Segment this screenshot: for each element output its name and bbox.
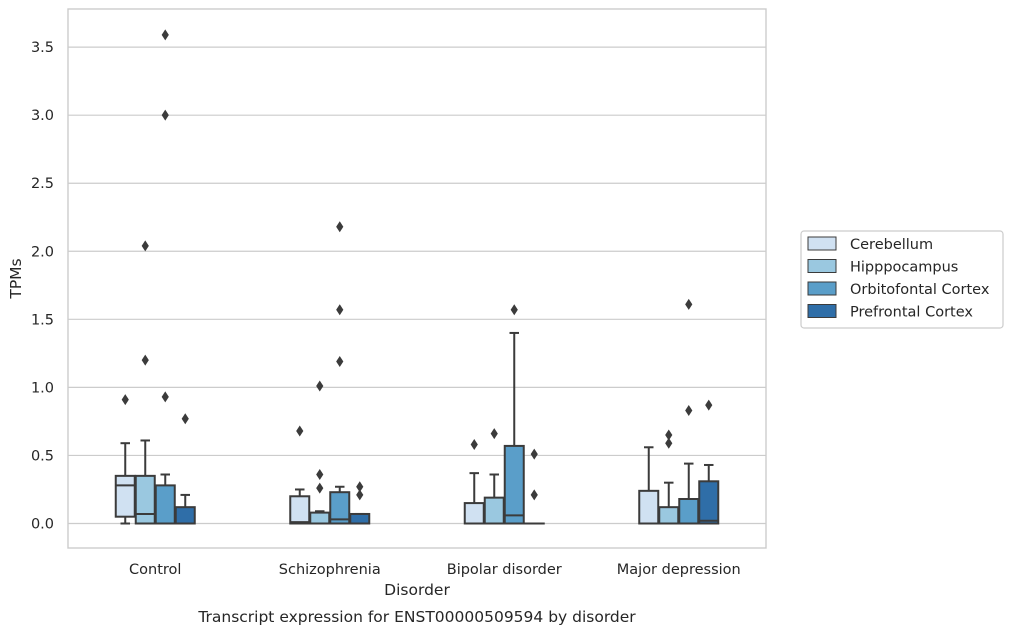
x-tick-label: Control: [129, 562, 181, 578]
outlier-point: [161, 391, 169, 403]
y-tick-label: 2.0: [31, 244, 54, 260]
outlier-point: [685, 298, 693, 310]
outlier-point: [510, 304, 518, 316]
legend-label: Prefrontal Cortex: [850, 305, 973, 321]
gridlines: [68, 46, 766, 525]
box-group: [289, 425, 311, 525]
legend-swatch: [807, 304, 837, 318]
y-tick-label: 3.0: [31, 108, 54, 124]
outlier-point: [181, 413, 189, 425]
outlier-point: [665, 437, 673, 449]
box-group: [638, 446, 660, 525]
y-tick-label: 0.0: [31, 517, 54, 533]
x-tick-label: Schizophrenia: [279, 562, 381, 578]
outlier-point: [316, 380, 324, 392]
outlier-point: [356, 481, 364, 493]
box: [483, 496, 505, 525]
box-group: [154, 29, 176, 525]
box: [329, 491, 351, 525]
box: [658, 506, 680, 525]
legend-swatch: [807, 281, 837, 296]
box-group: [463, 439, 485, 525]
outlier-point: [470, 439, 478, 451]
box-group: [483, 428, 505, 525]
legend-label: Orbitofontal Cortex: [850, 282, 990, 298]
x-tick-label: Bipolar disorder: [447, 562, 562, 578]
outlier-point: [490, 428, 498, 440]
y-tick-labels: 0.0 0.5 1.0 1.5 2.0 2.5 3.0 3.5: [31, 40, 54, 532]
legend: Cerebellum Hipppocampus Orbitofontal Corte…: [800, 230, 1004, 329]
outlier-point: [316, 482, 324, 494]
box-group: [329, 221, 351, 525]
box: [678, 498, 700, 525]
legend-label: Cerebellum: [850, 237, 933, 253]
x-tick-labels: Control Schizophrenia Bipolar disorder Majo…: [129, 562, 741, 578]
outlier-point: [161, 109, 169, 121]
y-tick-label: 2.5: [31, 176, 54, 192]
outlier-point: [161, 29, 169, 41]
legend-swatch: [807, 236, 837, 251]
box-group: [174, 413, 196, 525]
y-tick-label: 0.5: [31, 448, 54, 464]
box: [698, 480, 720, 525]
outlier-point: [336, 304, 344, 316]
box: [174, 506, 196, 525]
y-tick-label: 1.5: [31, 312, 54, 328]
plot-frame: [67, 8, 767, 549]
box: [463, 502, 485, 525]
x-axis-title: Disorder: [384, 581, 450, 599]
box: [114, 474, 136, 518]
box-group: [678, 298, 700, 525]
outlier-point: [356, 489, 364, 501]
box-group: [134, 240, 156, 525]
box-group: [309, 380, 331, 525]
legend-swatch: [807, 259, 837, 273]
legend-frame: [800, 230, 1004, 329]
box: [309, 511, 331, 525]
chart-caption: Transcript expression for ENST0000050959…: [197, 608, 636, 626]
y-axis-title: TPMs: [7, 258, 25, 299]
box: [154, 484, 176, 525]
outlier-point: [336, 356, 344, 368]
box-group: [698, 399, 720, 525]
boxes: [114, 29, 720, 525]
box-group: [658, 429, 680, 525]
x-tick-label: Major depression: [617, 562, 741, 578]
box-group: [349, 481, 371, 525]
outlier-point: [665, 429, 673, 441]
y-tick-label: 1.0: [31, 380, 54, 396]
outlier-point: [336, 221, 344, 233]
outlier-point: [316, 469, 324, 480]
outlier-point: [121, 394, 129, 406]
box: [349, 512, 371, 525]
box: [289, 495, 311, 525]
box: [503, 444, 525, 525]
outlier-point: [530, 448, 538, 460]
box-group: [503, 304, 525, 525]
outlier-point: [296, 425, 304, 437]
outlier-point: [705, 399, 713, 411]
y-tick-label: 3.5: [31, 40, 54, 56]
outlier-point: [530, 489, 538, 501]
box: [638, 489, 660, 525]
box: [134, 474, 156, 525]
legend-label: Hipppocampus: [850, 260, 958, 276]
outlier-point: [141, 240, 149, 252]
box-group: [114, 394, 136, 525]
outlier-point: [141, 354, 149, 366]
box-group: [523, 448, 545, 525]
outlier-point: [685, 405, 693, 417]
